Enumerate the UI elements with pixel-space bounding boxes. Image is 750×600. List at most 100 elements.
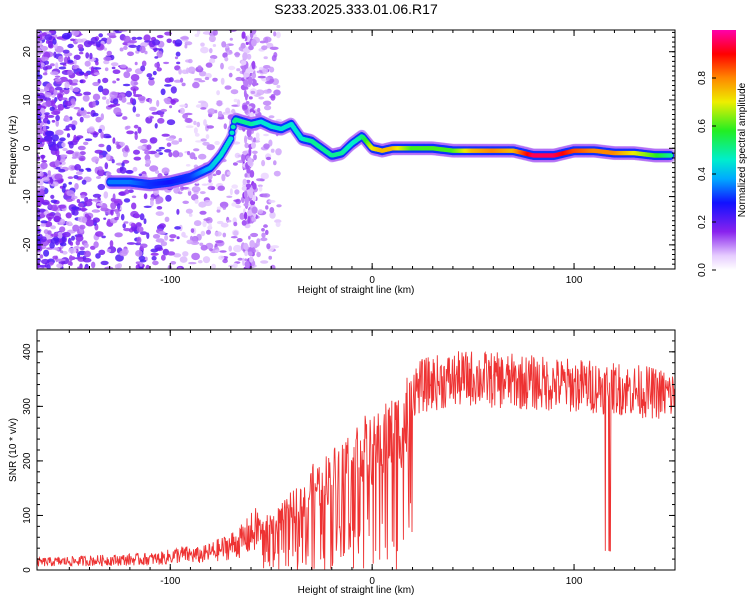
noise-speckle <box>134 61 138 66</box>
noise-speckle <box>244 142 249 149</box>
noise-speckle <box>82 257 92 263</box>
noise-speckle <box>41 199 50 206</box>
noise-speckle <box>187 190 192 196</box>
spectrogram-x-label: Height of straight line (km) <box>298 285 415 296</box>
noise-speckle <box>42 176 50 182</box>
noise-speckle <box>273 170 281 177</box>
noise-speckle <box>127 51 134 57</box>
noise-speckle <box>202 220 207 228</box>
ridge-core <box>668 153 674 158</box>
noise-speckle <box>84 60 91 67</box>
noise-speckle <box>61 142 66 148</box>
noise-speckle <box>170 86 177 94</box>
noise-speckle <box>216 206 222 210</box>
noise-speckle <box>148 77 155 80</box>
noise-speckle <box>126 125 131 129</box>
noise-speckle <box>275 148 282 156</box>
noise-speckle <box>244 135 248 144</box>
spectral-ridge <box>104 112 675 192</box>
y-tick-label: 0 <box>22 567 33 573</box>
noise-speckle <box>82 94 90 102</box>
noise-speckle <box>136 236 142 244</box>
noise-speckle <box>220 77 225 85</box>
noise-speckle <box>245 41 249 46</box>
noise-speckle <box>71 30 80 36</box>
noise-speckle <box>72 65 78 70</box>
noise-speckle <box>212 44 217 47</box>
noise-speckle <box>248 235 251 240</box>
noise-speckle <box>54 173 63 181</box>
noise-speckle <box>259 40 266 44</box>
noise-speckle <box>225 50 233 55</box>
noise-speckle <box>98 128 102 134</box>
noise-speckle <box>205 134 210 140</box>
noise-speckle <box>37 231 41 234</box>
noise-speckle <box>143 34 151 42</box>
noise-speckle <box>132 88 137 96</box>
noise-speckle <box>182 113 189 119</box>
noise-speckle <box>137 95 146 101</box>
noise-speckle <box>217 185 225 191</box>
noise-speckle <box>123 221 129 224</box>
noise-speckle <box>100 131 104 139</box>
noise-speckle <box>112 193 116 201</box>
noise-speckle <box>73 134 77 142</box>
noise-speckle <box>77 44 84 49</box>
noise-speckle <box>155 201 160 205</box>
noise-speckle <box>242 150 248 155</box>
noise-speckle <box>44 92 52 98</box>
noise-speckle <box>166 38 172 44</box>
noise-speckle <box>158 146 165 150</box>
noise-speckle <box>95 116 102 123</box>
colorbar-label: Normalized spectral amplitude <box>737 82 748 217</box>
noise-speckle <box>41 160 48 163</box>
noise-speckle <box>69 255 73 262</box>
noise-speckle <box>83 141 89 146</box>
noise-speckle <box>187 188 191 192</box>
noise-speckle <box>134 213 140 219</box>
noise-speckle <box>155 211 164 217</box>
noise-speckle <box>123 228 131 232</box>
y-tick-label: 10 <box>22 94 33 106</box>
noise-speckle <box>112 98 119 105</box>
y-tick-label: 0 <box>22 145 33 151</box>
noise-speckle <box>122 150 128 158</box>
noise-speckle <box>149 106 157 111</box>
noise-speckle <box>139 259 147 263</box>
noise-speckle <box>143 205 152 208</box>
noise-speckle <box>44 34 53 41</box>
noise-speckle <box>39 264 47 268</box>
noise-speckle <box>227 65 236 71</box>
noise-speckle <box>194 133 200 137</box>
noise-speckle <box>51 134 59 142</box>
noise-speckle <box>146 144 152 150</box>
noise-speckle <box>233 244 242 253</box>
noise-speckle <box>47 170 51 176</box>
noise-speckle <box>195 104 202 108</box>
noise-speckle <box>50 225 56 230</box>
noise-speckle <box>264 105 272 111</box>
noise-speckle <box>66 133 71 138</box>
noise-speckle <box>247 216 251 224</box>
noise-speckle <box>42 32 47 36</box>
noise-speckle <box>37 186 42 190</box>
noise-speckle <box>84 138 93 142</box>
noise-speckle <box>50 63 55 67</box>
noise-speckle <box>91 198 100 202</box>
noise-speckle <box>249 256 254 263</box>
noise-speckle <box>196 30 201 35</box>
noise-speckle <box>246 53 252 60</box>
noise-speckle <box>274 219 282 224</box>
noise-speckle <box>164 216 170 222</box>
noise-speckle <box>240 42 246 49</box>
noise-speckle <box>248 251 253 257</box>
noise-speckle <box>156 50 163 58</box>
noise-speckle <box>92 93 101 101</box>
noise-speckle <box>196 121 201 128</box>
noise-speckle <box>59 226 66 233</box>
snr-y-ticks: 0 100 200 300 400 <box>22 329 675 573</box>
noise-speckle <box>65 212 72 219</box>
noise-speckle <box>52 38 57 45</box>
noise-speckle <box>249 170 255 178</box>
noise-speckle <box>265 229 269 235</box>
